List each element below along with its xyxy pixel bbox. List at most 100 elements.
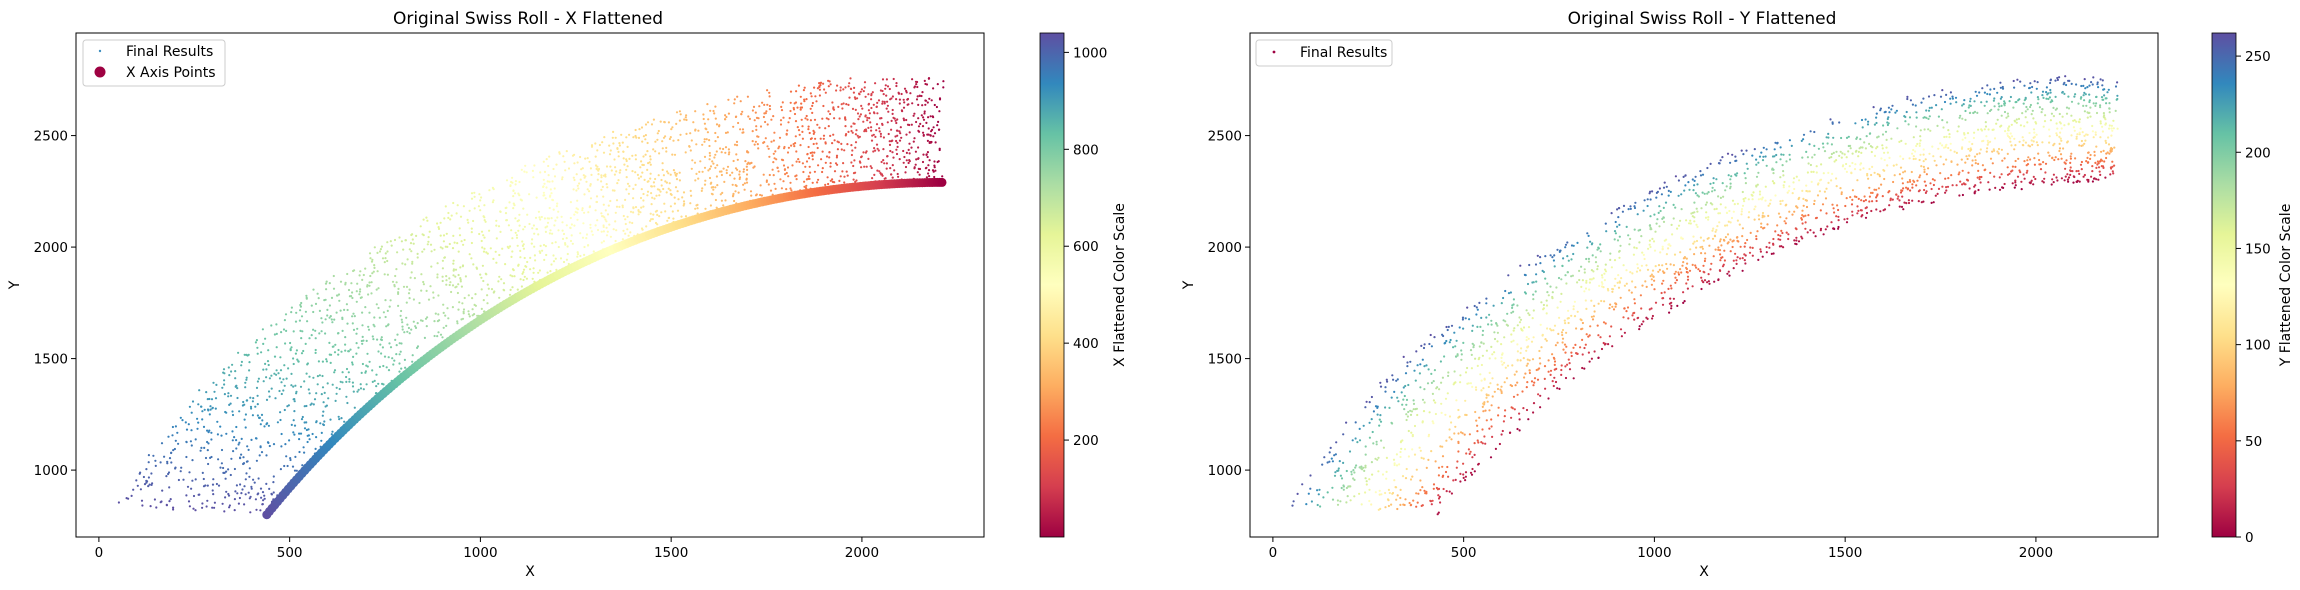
scatter-point xyxy=(400,240,403,243)
scatter-point xyxy=(199,449,202,452)
scatter-point xyxy=(282,328,286,331)
scatter-point xyxy=(1845,221,1849,224)
scatter-point xyxy=(1564,351,1567,354)
scatter-point xyxy=(330,433,333,436)
scatter-point xyxy=(2111,147,2114,151)
scatter-point xyxy=(1602,321,1606,324)
scatter-point xyxy=(1865,211,1869,215)
scatter-point xyxy=(1475,419,1478,422)
scatter-point xyxy=(1726,152,1730,155)
scatter-point xyxy=(1527,312,1530,315)
scatter-point xyxy=(665,146,668,149)
scatter-point xyxy=(234,370,237,373)
scatter-point xyxy=(1549,369,1553,372)
scatter-point xyxy=(1415,407,1418,410)
scatter-point xyxy=(1717,246,1720,249)
scatter-point xyxy=(351,363,354,366)
scatter-point xyxy=(1512,310,1515,313)
scatter-point xyxy=(191,459,194,462)
scatter-point xyxy=(1467,448,1470,451)
scatter-point xyxy=(190,487,193,490)
scatter-point xyxy=(1905,202,1908,205)
scatter-point xyxy=(1507,292,1511,295)
scatter-point xyxy=(1845,156,1848,159)
scatter-point xyxy=(1808,190,1811,193)
scatter-point xyxy=(416,252,419,255)
scatter-point xyxy=(1328,460,1331,463)
scatter-point xyxy=(328,341,331,344)
scatter-point xyxy=(896,129,899,132)
scatter-point xyxy=(1837,219,1840,222)
scatter-point xyxy=(656,132,659,135)
scatter-point xyxy=(1560,368,1563,372)
scatter-point xyxy=(859,90,862,93)
scatter-point xyxy=(1909,99,1912,102)
scatter-point xyxy=(824,161,827,164)
scatter-point xyxy=(665,191,668,194)
scatter-point xyxy=(854,146,857,149)
scatter-point xyxy=(1572,308,1575,311)
scatter-point xyxy=(2025,164,2028,167)
scatter-point xyxy=(250,485,253,488)
scatter-point xyxy=(314,447,317,450)
scatter-point xyxy=(2108,152,2111,155)
scatter-point xyxy=(397,292,400,295)
scatter-point xyxy=(680,215,683,218)
scatter-point xyxy=(1662,206,1665,209)
scatter-point xyxy=(1564,376,1568,380)
scatter-point xyxy=(244,478,247,481)
scatter-point xyxy=(1521,390,1524,393)
scatter-point xyxy=(262,380,265,383)
scatter-point xyxy=(1911,186,1914,189)
scatter-point xyxy=(272,443,276,446)
scatter-point xyxy=(1422,346,1426,350)
scatter-point xyxy=(767,147,770,150)
scatter-point xyxy=(1622,264,1625,267)
scatter-point xyxy=(1920,101,1923,104)
scatter-point xyxy=(1813,202,1816,206)
scatter-point xyxy=(1564,274,1567,277)
scatter-point xyxy=(1581,327,1584,330)
scatter-point xyxy=(1599,243,1602,246)
scatter-point xyxy=(1604,268,1607,271)
scatter-point xyxy=(1663,181,1666,184)
scatter-point xyxy=(620,133,623,136)
scatter-point xyxy=(916,80,919,84)
scatter-point xyxy=(814,95,817,98)
scatter-point xyxy=(634,154,637,157)
scatter-point xyxy=(607,204,610,207)
scatter-point xyxy=(2114,85,2118,88)
scatter-point xyxy=(270,387,273,390)
scatter-point xyxy=(899,126,902,129)
scatter-point xyxy=(881,122,884,125)
scatter-point xyxy=(2084,87,2087,90)
scatter-point xyxy=(1412,499,1415,502)
scatter-point xyxy=(842,102,845,105)
scatter-point xyxy=(483,204,486,207)
scatter-point xyxy=(1875,121,1878,125)
scatter-point xyxy=(261,503,264,506)
scatter-point xyxy=(403,331,406,334)
scatter-point xyxy=(1415,350,1418,353)
scatter-point xyxy=(1509,431,1512,434)
scatter-point xyxy=(1777,212,1781,215)
scatter-point xyxy=(473,207,476,210)
scatter-point xyxy=(2105,141,2108,144)
scatter-point xyxy=(346,272,349,276)
scatter-point xyxy=(2093,154,2096,157)
scatter-point xyxy=(408,332,411,335)
scatter-point xyxy=(282,389,285,392)
scatter-point xyxy=(306,440,309,444)
scatter-point xyxy=(449,218,452,221)
scatter-point xyxy=(1546,291,1549,294)
scatter-point xyxy=(782,164,786,167)
scatter-point xyxy=(2070,82,2073,85)
scatter-point xyxy=(1978,91,1981,94)
scatter-point xyxy=(298,450,301,454)
scatter-point xyxy=(1395,498,1398,501)
scatter-point xyxy=(788,117,791,120)
scatter-point xyxy=(551,242,554,245)
scatter-point xyxy=(595,167,598,170)
scatter-point xyxy=(927,172,930,175)
scatter-point xyxy=(305,421,308,424)
